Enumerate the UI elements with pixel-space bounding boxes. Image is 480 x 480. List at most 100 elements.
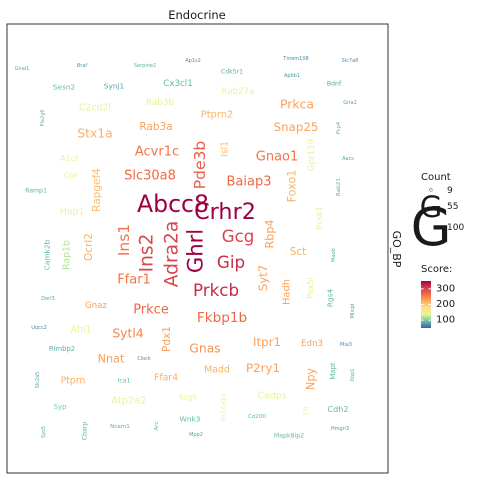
word-aacs: Aacs [342, 156, 354, 162]
word-prkcb: Prkcb [193, 280, 239, 300]
word-braf: Braf [77, 63, 88, 69]
word-hap1: Hap1 [60, 207, 85, 218]
word-madd: Madd [204, 365, 230, 376]
word-ocrl2: Ocrl2 [83, 233, 95, 261]
word-a1cf: A1cf [60, 153, 78, 163]
word-mpp2: Mpp2 [189, 432, 203, 438]
word-sesn2: Sesn2 [53, 83, 75, 92]
word-nnat: Nnat [98, 353, 125, 366]
word-cadps: Cadps [258, 391, 287, 402]
word-gip: Gip [217, 252, 245, 272]
word-cdh2: Cdh2 [327, 404, 348, 414]
word-gnas: Gnas [189, 341, 221, 356]
word-arc: Arc [154, 421, 160, 430]
word-pla2g6: Pla2g6 [40, 109, 46, 126]
word-cpe: Cpe [64, 171, 79, 180]
word-pdx1: Pdx1 [161, 326, 173, 352]
word-adra2a: Adra2a [162, 221, 183, 287]
word-slc30a8: Slc30a8 [124, 169, 176, 184]
word-ffar4: Ffar4 [154, 373, 178, 384]
word-ica1: Ica1 [118, 378, 131, 385]
word-tmem108: Tmem108 [282, 56, 308, 62]
word-npy: Npy [305, 368, 318, 390]
word-ptprn2: Ptprn2 [201, 110, 234, 121]
size-legend-value-100: 100 [447, 223, 464, 233]
color-legend-label-200: 200 [436, 299, 455, 310]
word-cbarp: Cbarp [82, 422, 89, 441]
word-hadh: Hadh [282, 279, 293, 305]
word-snap25: Snap25 [274, 120, 319, 134]
word-xbp1: Xbp1 [350, 369, 356, 382]
word-mlxipl: Mlxipl [350, 304, 356, 319]
word-maob: Maob [331, 248, 337, 262]
word-prkce: Prkce [133, 303, 169, 318]
size-legend-value-55: 55 [447, 202, 458, 212]
word-serpine2: Serpine2 [134, 63, 156, 69]
word-rab3b: Rab3b [146, 98, 174, 108]
word-ncam1: Ncam1 [110, 424, 130, 430]
word-itpr1: Itpr1 [253, 335, 281, 349]
word-isl1: Isl1 [220, 141, 231, 157]
word-sct: Sct [290, 246, 307, 258]
word-rgs4: Rgs4 [326, 289, 335, 308]
word-gnai1: Gnai1 [15, 66, 30, 72]
word-c2cd2l: C2cd2l [79, 103, 111, 114]
color-legend-label-100: 100 [436, 315, 455, 326]
word-hmgn3: Hmgn3 [331, 426, 349, 432]
word-bdnf: Bdnf [327, 81, 342, 88]
word-gcg: Gcg [222, 226, 255, 246]
word-layer: Gnai1 Braf Serpine2 Ap1s2 Tmem108 Slc7a8 Sesn2… [15, 56, 359, 440]
size-legend-title: Count [421, 172, 451, 183]
color-legend-label-300: 300 [436, 283, 455, 294]
color-legend-bar [421, 281, 431, 328]
word-pde3b: Pde3b [191, 141, 209, 189]
word-mia3: Mia3 [340, 342, 352, 348]
word-prkca: Prkca [280, 97, 314, 112]
word-synj1: Synj1 [104, 82, 125, 91]
word-stx1a: Stx1a [77, 126, 113, 141]
word-cx3cl1: Cx3cl1 [163, 79, 192, 89]
word-clock: Clock [137, 356, 151, 362]
size-legend-glyph-55: G [420, 190, 442, 224]
word-apbb1: Apbb1 [284, 73, 300, 79]
size-legend-glyph-100: G [411, 198, 452, 259]
word-gpr119: Gpr119 [307, 139, 317, 171]
panel-border [6, 23, 389, 474]
word-acvr1c: Acvr1c [135, 145, 179, 160]
word-edn3: Edn3 [301, 339, 323, 349]
size-legend-value-9: 9 [447, 186, 453, 196]
word-rbp4: Rbp4 [264, 219, 277, 248]
word-uqcc2: Uqcc2 [31, 325, 47, 331]
word-rab3a: Rab3a [139, 121, 172, 133]
word-fkbp1b: Fkbp1b [197, 310, 247, 326]
facet-title: Endocrine [168, 8, 226, 22]
word-baiap3: Baiap3 [227, 175, 272, 190]
word-cd200: Cd200 [248, 414, 267, 420]
word-rab27a: Rab27a [221, 87, 254, 97]
word-pcp4: Pcp4 [336, 122, 342, 134]
word-slc2a5: Slc2a5 [35, 372, 41, 389]
word-mapt: Mapt [329, 362, 337, 379]
word-p2ry1: P2ry1 [246, 361, 280, 375]
word-ins2: Ins2 [137, 234, 158, 273]
word-slc7a8: Slc7a8 [342, 58, 359, 64]
word-derl3: Derl3 [41, 296, 55, 302]
word-ptprn: Ptprn [61, 376, 86, 387]
word-ins1: Ins1 [115, 224, 133, 256]
word-wnk3: Wnk3 [180, 415, 201, 424]
word-cdk5r1: Cdk5r1 [221, 69, 243, 76]
word-atp2a2: Atp2a2 [111, 396, 146, 407]
color-legend-title: Score: [421, 264, 452, 275]
word-crhr2: Crhr2 [194, 199, 256, 225]
size-legend-glyph-9: G [429, 188, 433, 194]
word-syp: Syp [54, 403, 67, 411]
word-abcc8: Abcc8 [137, 190, 209, 218]
word-gnao1: Gnao1 [256, 150, 299, 165]
word-rab21: Rab21 [336, 178, 342, 196]
word-gria2: Gria2 [343, 100, 357, 106]
word-pcsk1: Pcsk1 [314, 206, 324, 229]
word-scg5: Scg5 [179, 393, 197, 402]
word-rimbp2: Rimbp2 [49, 345, 75, 353]
